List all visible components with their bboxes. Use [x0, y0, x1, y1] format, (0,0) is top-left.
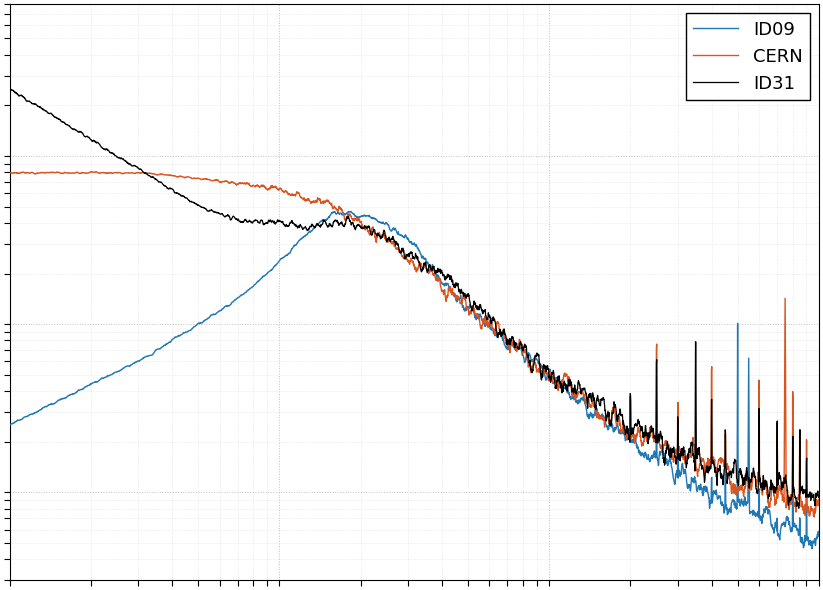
- ID31: [711, 469, 721, 476]
- CERN: [798, 505, 808, 512]
- ID09: [315, 218, 325, 225]
- CERN: [5, 170, 15, 177]
- ID09: [344, 208, 354, 215]
- ID09: [798, 542, 808, 549]
- ID09: [351, 213, 360, 220]
- Legend: ID09, CERN, ID31: ID09, CERN, ID31: [686, 13, 810, 100]
- ID09: [814, 532, 823, 539]
- ID09: [145, 352, 155, 359]
- ID31: [798, 490, 808, 497]
- CERN: [97, 169, 107, 176]
- ID31: [97, 144, 107, 151]
- ID09: [97, 375, 107, 382]
- CERN: [315, 196, 325, 203]
- ID09: [711, 486, 721, 493]
- CERN: [814, 496, 823, 503]
- ID31: [794, 504, 804, 512]
- Line: CERN: CERN: [10, 172, 819, 517]
- CERN: [711, 464, 721, 471]
- ID09: [807, 545, 816, 552]
- ID31: [145, 173, 155, 180]
- CERN: [351, 216, 360, 223]
- Line: ID09: ID09: [10, 211, 819, 549]
- ID31: [350, 225, 360, 232]
- CERN: [809, 513, 819, 520]
- ID31: [5, 86, 15, 93]
- Line: ID31: ID31: [10, 89, 819, 508]
- ID31: [315, 222, 325, 230]
- ID31: [814, 492, 823, 499]
- CERN: [146, 169, 156, 176]
- CERN: [86, 168, 96, 175]
- ID09: [5, 421, 15, 428]
